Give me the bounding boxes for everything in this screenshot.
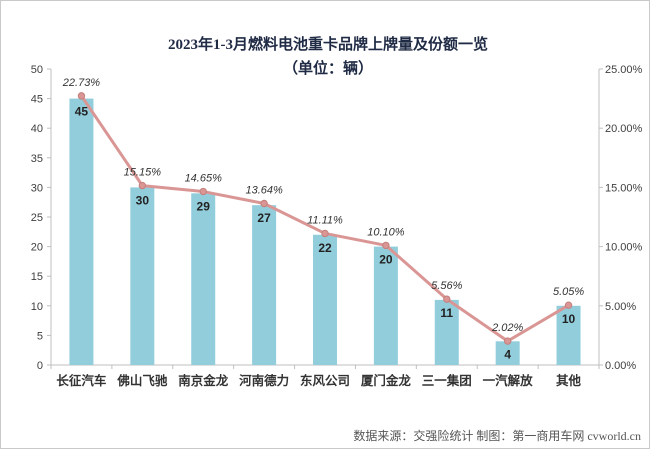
share-value-label: 13.64%: [245, 185, 283, 197]
bar: [313, 234, 337, 365]
share-value-label: 5.56%: [431, 280, 462, 292]
x-category-label: 河南德力: [239, 373, 289, 388]
bar: [130, 187, 155, 365]
share-value-label: 15.15%: [124, 167, 162, 179]
chart-title: 2023年1-3月燃料电池重卡品牌上牌量及份额一览: [168, 35, 488, 53]
y-left-tick-label: 20: [31, 242, 43, 254]
bar: [373, 246, 398, 365]
bar: [495, 341, 520, 365]
bar-value-label: 30: [136, 193, 150, 207]
share-point: [260, 199, 268, 208]
chart-subtitle: （单位：辆）: [283, 59, 373, 77]
y-left-tick-label: 35: [31, 153, 43, 165]
share-value-label: 22.73%: [62, 77, 101, 89]
share-point: [503, 337, 512, 345]
y-right-tick-label: 25.00%: [605, 64, 643, 76]
share-value-label: 11.11%: [307, 214, 343, 226]
y-left-tick-label: 5: [37, 330, 43, 342]
x-category-label: 其他: [556, 373, 582, 388]
bar: [556, 305, 581, 365]
share-value-label: 10.10%: [367, 226, 405, 238]
share-point: [138, 181, 147, 190]
share-value-label: 2.02%: [491, 322, 523, 334]
y-right-tick-label: 10.00%: [605, 242, 643, 254]
y-right-tick-label: 5.00%: [605, 301, 636, 313]
x-category-label: 东风公司: [300, 373, 350, 388]
share-value-label: 5.05%: [553, 286, 584, 298]
share-point: [77, 92, 86, 100]
y-left-tick-label: 50: [31, 64, 43, 76]
y-right-tick-label: 20.00%: [605, 123, 643, 135]
share-point: [199, 187, 207, 196]
bar: [434, 299, 459, 365]
y-left-tick-label: 25: [31, 212, 43, 224]
share-point: [564, 301, 573, 309]
bar-value-label: 4: [504, 347, 511, 361]
y-left-tick-label: 40: [31, 123, 43, 135]
x-category-label: 佛山飞驰: [116, 373, 168, 388]
x-category-label: 厦门金龙: [361, 373, 412, 388]
x-category-label: 三一集团: [422, 373, 472, 388]
x-category-label: 一汽解放: [483, 373, 534, 388]
bar: [252, 205, 277, 365]
bar-value-label: 20: [379, 253, 393, 267]
share-point: [321, 229, 329, 238]
x-category-label: 长征汽车: [56, 373, 107, 388]
source-note: 数据来源：交强险统计 制图：第一商用车网 cvworld.cn: [353, 428, 641, 443]
y-left-tick-label: 15: [31, 271, 43, 283]
share-point: [443, 295, 451, 303]
x-category-label: 南京金龙: [178, 373, 229, 388]
bar-value-label: 22: [318, 241, 332, 255]
y-right-tick-label: 15.00%: [605, 182, 643, 194]
share-line-layer: [77, 92, 573, 345]
bar: [69, 98, 94, 365]
share-value-label: 14.65%: [185, 173, 223, 185]
bar: [191, 193, 216, 365]
bar-value-label: 27: [257, 211, 271, 225]
bars-layer: [69, 98, 581, 365]
share-point: [382, 241, 390, 250]
bar-value-label: 45: [75, 105, 89, 119]
bar-value-label: 29: [197, 199, 211, 213]
bar-value-label: 10: [562, 312, 576, 326]
y-left-tick-label: 45: [31, 94, 43, 106]
y-left-tick-label: 30: [31, 182, 43, 194]
bar-value-label: 11: [440, 306, 453, 320]
y-left-tick-label: 10: [31, 301, 43, 313]
y-left-tick-label: 0: [37, 360, 43, 372]
labels-layer: 长征汽车 佛山飞驰 南京金龙 河南德力 东风公司 厦门金龙 三一集团 一汽解放 其他 45 30 29…: [56, 77, 584, 388]
y-right-tick-label: 0.00%: [605, 360, 636, 372]
